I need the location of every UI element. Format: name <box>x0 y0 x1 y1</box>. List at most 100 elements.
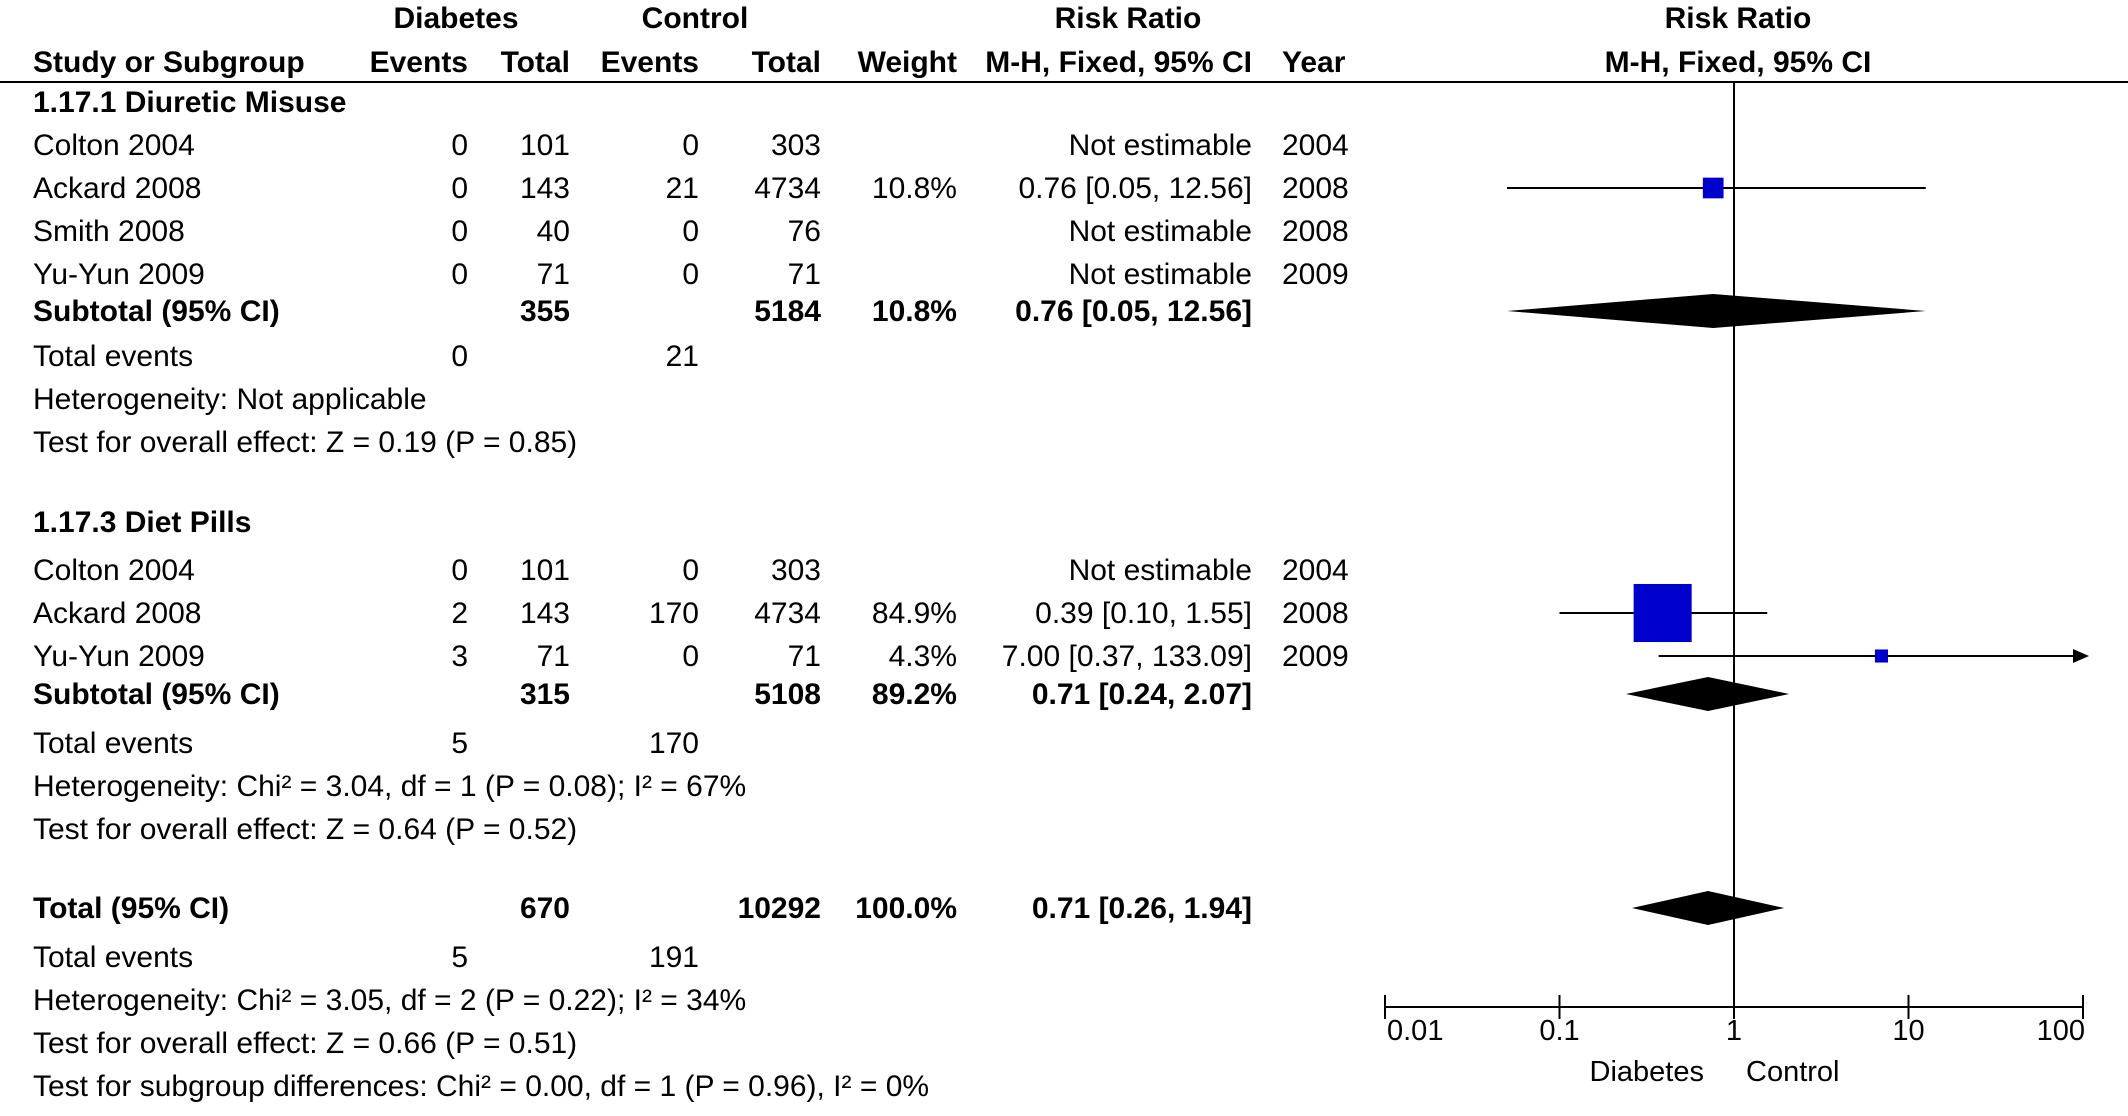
cell-t1: 670 <box>520 892 570 925</box>
cell-ci: 0.71 [0.26, 1.94] <box>1032 892 1252 925</box>
cell-e1: 0 <box>451 554 468 587</box>
cell-t2: 303 <box>771 129 821 162</box>
overall-diamond <box>1631 891 1785 925</box>
header-risk-ratio-table: Risk Ratio <box>1055 2 1202 35</box>
cell-e2: 21 <box>666 172 699 205</box>
stat-note: Test for overall effect: Z = 0.64 (P = 0… <box>33 813 577 846</box>
cell-ci: Not estimable <box>1069 554 1252 587</box>
header-weight: Weight <box>858 46 957 79</box>
cell-t1: 355 <box>520 295 570 328</box>
study-label: Colton 2004 <box>33 554 195 587</box>
cell-e1: 0 <box>451 258 468 291</box>
stat-note: Test for overall effect: Z = 0.19 (P = 0… <box>33 426 577 459</box>
study-estimate-marker <box>1702 177 1724 199</box>
table-row: Test for subgroup differences: Chi² = 0.… <box>33 1070 929 1103</box>
stat-note: Test for subgroup differences: Chi² = 0.… <box>33 1070 929 1103</box>
cell-weight: 100.0% <box>855 892 957 925</box>
subgroup-title: 1.17.1 Diuretic Misuse <box>33 86 346 119</box>
cell-e2: 170 <box>649 727 699 760</box>
table-row: 1.17.3 Diet Pills <box>33 506 251 539</box>
header-events-diabetes: Events <box>370 46 468 79</box>
header-control: Control <box>642 2 749 35</box>
cell-e1: 0 <box>451 129 468 162</box>
table-row: Colton 2004 0 101 0 303 Not estimable 2004 <box>33 129 1349 162</box>
header-study: Study or Subgroup <box>33 46 305 79</box>
study-label: Ackard 2008 <box>33 597 201 630</box>
study-label: Ackard 2008 <box>33 172 201 205</box>
x-axis: 0.01 0.1 1 10 100 Diabetes Control <box>1384 82 2085 1088</box>
cell-e2: 170 <box>649 597 699 630</box>
table-row: Yu-Yun 2009 0 71 0 71 Not estimable 2009 <box>33 258 1349 291</box>
cell-ci: Not estimable <box>1069 215 1252 248</box>
header-events-control: Events <box>601 46 699 79</box>
cell-weight: 10.8% <box>872 295 957 328</box>
cell-e1: 5 <box>451 727 468 760</box>
subtotal-diamond <box>1625 677 1790 711</box>
table-row: Total events 5 191 <box>33 941 699 974</box>
cell-t1: 71 <box>537 258 570 291</box>
subtotal-diamond <box>1506 294 1926 328</box>
header-total-diabetes: Total <box>501 46 570 79</box>
table-row: Yu-Yun 2009 3 71 0 71 4.3% 7.00 [0.37, 133.09]… <box>33 640 1349 673</box>
cell-e2: 0 <box>682 258 699 291</box>
cell-e2: 191 <box>649 941 699 974</box>
cell-t2: 71 <box>788 640 821 673</box>
forest-marks <box>1506 177 2089 925</box>
cell-t1: 101 <box>520 129 570 162</box>
cell-e2: 0 <box>682 215 699 248</box>
cell-e2: 21 <box>666 340 699 373</box>
cell-year: 2009 <box>1282 258 1349 291</box>
cell-ci: Not estimable <box>1069 258 1252 291</box>
x-tick-label: 1 <box>1726 1015 1742 1047</box>
cell-t2: 303 <box>771 554 821 587</box>
stat-note: Heterogeneity: Not applicable <box>33 383 427 416</box>
study-estimate-marker <box>1874 649 1889 663</box>
cell-t1: 101 <box>520 554 570 587</box>
table-row: Test for overall effect: Z = 0.66 (P = 0… <box>33 1027 577 1060</box>
study-label: Total events <box>33 941 193 974</box>
cell-year: 2008 <box>1282 597 1349 630</box>
cell-e2: 0 <box>682 554 699 587</box>
cell-t2: 5184 <box>754 295 821 328</box>
cell-year: 2009 <box>1282 640 1349 673</box>
cell-ci: Not estimable <box>1069 129 1252 162</box>
cell-ci: 0.39 [0.10, 1.55] <box>1035 597 1252 630</box>
study-label: Total (95% CI) <box>33 892 229 925</box>
cell-weight: 4.3% <box>889 640 957 673</box>
table-row: Ackard 2008 0 143 21 4734 10.8% 0.76 [0.05, 12… <box>33 172 1349 205</box>
cell-year: 2004 <box>1282 129 1349 162</box>
stat-note: Heterogeneity: Chi² = 3.05, df = 2 (P = … <box>33 984 746 1017</box>
cell-e2: 0 <box>682 640 699 673</box>
table-row: Subtotal (95% CI) 355 5184 10.8% 0.76 [0.05,… <box>33 295 1252 328</box>
cell-t2: 4734 <box>754 597 821 630</box>
cell-e1: 2 <box>451 597 468 630</box>
cell-t1: 40 <box>537 215 570 248</box>
study-estimate-marker <box>1633 583 1692 643</box>
table-row: Total events 0 21 <box>33 340 699 373</box>
study-label: Total events <box>33 340 193 373</box>
cell-e1: 3 <box>451 640 468 673</box>
x-tick-label: 100 <box>2037 1015 2085 1047</box>
cell-t2: 4734 <box>754 172 821 205</box>
cell-t2: 71 <box>788 258 821 291</box>
cell-e1: 0 <box>451 172 468 205</box>
header-year: Year <box>1282 46 1346 79</box>
header-method: M-H, Fixed, 95% CI <box>985 46 1252 79</box>
table-row: Colton 2004 0 101 0 303 Not estimable 2004 <box>33 554 1349 587</box>
table-row: Heterogeneity: Not applicable <box>33 383 427 416</box>
table-row: 1.17.1 Diuretic Misuse <box>33 86 346 119</box>
table-row: Test for overall effect: Z = 0.19 (P = 0… <box>33 426 577 459</box>
cell-t1: 71 <box>537 640 570 673</box>
favours-left-label: Diabetes <box>1590 1056 1704 1088</box>
cell-year: 2004 <box>1282 554 1349 587</box>
x-tick-label: 0.01 <box>1387 1015 1443 1047</box>
study-label: Smith 2008 <box>33 215 185 248</box>
cell-t1: 315 <box>520 678 570 711</box>
cell-weight: 84.9% <box>872 597 957 630</box>
table-row: Total (95% CI) 670 10292 100.0% 0.71 [0.26, … <box>33 892 1252 925</box>
study-label: Yu-Yun 2009 <box>33 640 205 673</box>
header-plot-method: M-H, Fixed, 95% CI <box>1605 46 1872 79</box>
table-row: Smith 2008 0 40 0 76 Not estimable 2008 <box>33 215 1349 248</box>
